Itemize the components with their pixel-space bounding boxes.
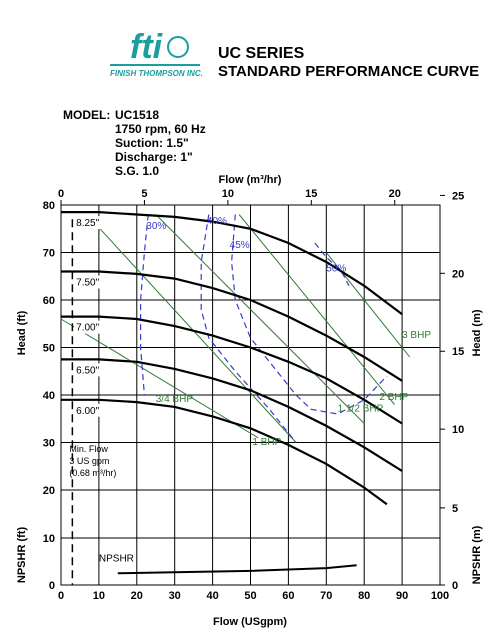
impeller-label: 7.00" xyxy=(76,323,99,334)
min-flow-label: 3 US gpm xyxy=(69,456,109,466)
y-tick-label: 30 xyxy=(43,438,55,450)
y-axis-label: Head (ft) xyxy=(16,310,28,355)
bhp-label: 1 BHP xyxy=(252,437,281,448)
fti-logo-icon: fti xyxy=(110,28,200,66)
impeller-label-bg xyxy=(74,275,105,289)
header-logo: fti FINISH THOMPSON INC. UC SERIES STAND… xyxy=(110,28,479,80)
x2-axis-label: Flow (m³/hr) xyxy=(219,174,282,186)
model-info: MODEL: UC1518 1750 rpm, 60 Hz Suction: 1… xyxy=(63,108,206,178)
efficiency-label: 40% xyxy=(207,216,227,227)
x2-tick-label: 10 xyxy=(222,188,234,200)
bhp-label: 2 BHP xyxy=(379,392,408,403)
head-curve xyxy=(61,315,403,425)
x-tick-label: 90 xyxy=(396,590,408,602)
bhp-label: 3 BHP xyxy=(402,330,431,341)
min-flow-label: (0.68 m³/hr) xyxy=(69,468,116,478)
npsh-y2-axis-label: NPSHR (m) xyxy=(471,525,483,584)
x-tick-label: 0 xyxy=(58,590,64,602)
y2-tick-label: 20 xyxy=(452,268,464,280)
model-line: S.G. 1.0 xyxy=(115,164,159,178)
y-tick-label: 80 xyxy=(43,200,55,212)
x2-tick-label: 5 xyxy=(141,188,147,200)
efficiency-curve xyxy=(230,214,388,415)
series-subtitle: STANDARD PERFORMANCE CURVE xyxy=(218,63,479,80)
y2-axis-label: Head (m) xyxy=(471,309,483,356)
y-tick-label: 60 xyxy=(43,295,55,307)
bhp-label: 3/4 BHP xyxy=(156,394,194,405)
x-tick-label: 60 xyxy=(282,590,294,602)
model-label: MODEL: xyxy=(63,108,110,122)
npsh-y-axis-label: NPSHR (ft) xyxy=(16,527,28,584)
y-tick-label: 70 xyxy=(43,248,55,260)
npshr-label: NPSHR xyxy=(99,554,134,565)
x-tick-label: 100 xyxy=(431,590,449,602)
efficiency-curve xyxy=(200,214,297,443)
y2-tick-label: 10 xyxy=(452,424,464,436)
x-tick-label: 50 xyxy=(244,590,256,602)
head-curve xyxy=(61,211,403,316)
impeller-label: 6.00" xyxy=(76,406,99,417)
x2-tick-label: 0 xyxy=(58,188,64,200)
efficiency-label: 50% xyxy=(326,264,346,275)
x-tick-label: 10 xyxy=(93,590,105,602)
model-line: Suction: 1.5" xyxy=(115,136,189,150)
efficiency-curve xyxy=(140,214,149,396)
head-curve xyxy=(61,270,403,382)
model-line: 1750 rpm, 60 Hz xyxy=(115,122,206,136)
impeller-label-bg xyxy=(74,363,105,377)
y-tick-label: 50 xyxy=(43,343,55,355)
model-line: UC1518 xyxy=(115,108,159,122)
y2-tick-label: 15 xyxy=(452,346,464,358)
min-flow-label: Min. Flow xyxy=(69,444,108,454)
x-axis-label: Flow (USgpm) xyxy=(213,616,287,628)
x-tick-label: 40 xyxy=(206,590,218,602)
efficiency-label: 45% xyxy=(230,240,250,251)
x-tick-label: 30 xyxy=(169,590,181,602)
npsh-y2-tick-label: 0 xyxy=(452,580,458,592)
head-curve xyxy=(61,358,403,472)
bhp-line xyxy=(238,214,395,405)
impeller-label: 6.50" xyxy=(76,365,99,376)
efficiency-label: 30% xyxy=(146,221,166,232)
x-tick-label: 70 xyxy=(320,590,332,602)
head-curve xyxy=(61,398,388,506)
npsh-y2-tick-label: 5 xyxy=(452,503,458,515)
logo-text: fti xyxy=(130,28,164,66)
x2-tick-label: 15 xyxy=(305,188,317,200)
impeller-label-bg xyxy=(74,320,105,334)
impeller-label-bg xyxy=(74,403,105,417)
x2-tick-label: 20 xyxy=(389,188,401,200)
company-name: FINISH THOMPSON INC. xyxy=(110,69,203,78)
series-title: UC SERIES xyxy=(218,45,305,62)
bhp-line xyxy=(155,214,365,424)
npshr-curve xyxy=(117,564,357,575)
impeller-label-bg xyxy=(74,216,105,230)
x-tick-label: 80 xyxy=(358,590,370,602)
bhp-line xyxy=(60,318,259,439)
y2-tick-label: 25 xyxy=(452,190,464,202)
model-line: Discharge: 1" xyxy=(115,150,193,164)
impeller-label: 8.25" xyxy=(76,218,99,229)
y-tick-label: 40 xyxy=(43,390,55,402)
x-tick-label: 20 xyxy=(131,590,143,602)
npsh-y-tick-label: 0 xyxy=(49,580,55,592)
npsh-y-tick-label: 10 xyxy=(43,533,55,545)
bhp-label: 1 1/2 BHP xyxy=(338,404,384,415)
y-tick-label: 20 xyxy=(43,485,55,497)
impeller-label: 7.50" xyxy=(76,278,99,289)
